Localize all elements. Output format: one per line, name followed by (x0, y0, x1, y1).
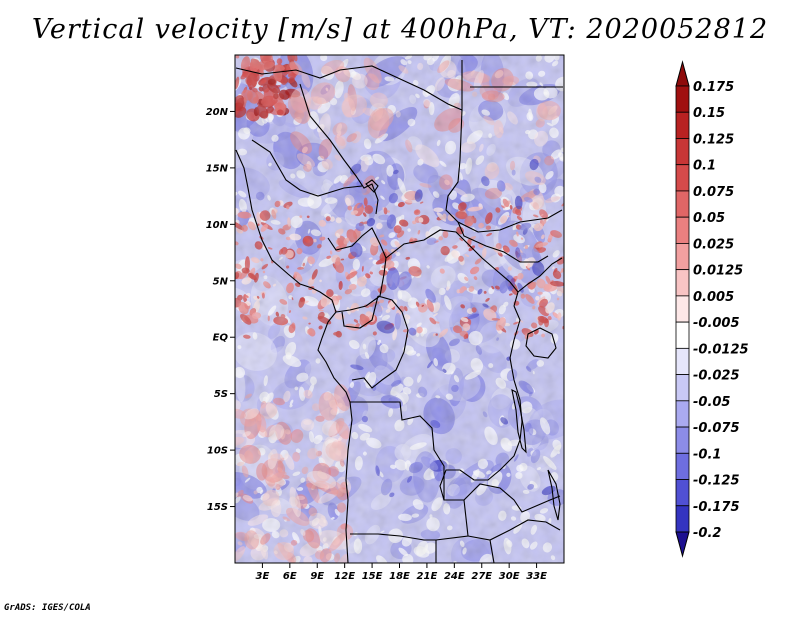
colorbar-label: 0.1 (693, 159, 716, 174)
colorbar: 0.175 0.15 0.125 0.1 0.075 0.05 0.025 0.0125 0.0… (675, 60, 749, 558)
border-niger-nigeria (299, 83, 379, 215)
colorbar-label: 0.025 (693, 237, 734, 252)
field-plot-area (235, 55, 564, 563)
border-sudan-south (457, 221, 549, 263)
colorbar-segment (675, 216, 690, 244)
country-borders (235, 60, 563, 563)
colorbar-label: -0.125 (693, 474, 740, 489)
longitude-axis: 3E 6E 9E 12E 15E 18E 21E 24E 27E 30E 33E (256, 563, 547, 582)
colorbar-segment (675, 479, 690, 507)
lat-tick-label: 20N (206, 107, 229, 118)
coastline-west-africa (235, 149, 353, 563)
colorbar-label: -0.1 (693, 447, 721, 462)
colorbar-segment (675, 400, 690, 428)
lon-tick-label: 6E (283, 571, 297, 582)
lon-tick-label: 30E (499, 571, 520, 582)
colorbar-label: 0.075 (693, 185, 734, 200)
border-mali-niger (251, 139, 363, 197)
colorbar-segment (675, 452, 690, 480)
border-nigeria-cameroon (327, 227, 387, 313)
lon-tick-label: 12E (334, 571, 355, 582)
colorbar-label: 0.175 (693, 80, 734, 95)
border-gabon (341, 295, 379, 329)
lake-tanganyika (511, 389, 527, 454)
colorbar-bottom-cap (675, 531, 690, 558)
colorbar-segment (675, 347, 690, 375)
lon-tick-label: 21E (417, 571, 438, 582)
colorbar-segment (675, 374, 690, 402)
colorbar-segment (675, 269, 690, 297)
colorbar-label: 0.125 (693, 132, 734, 147)
map-title: Vertical velocity [m/s] at 400hPa, VT: 2… (31, 14, 769, 45)
colorbar-label: 0.15 (693, 106, 725, 121)
lon-tick-label: 9E (310, 571, 324, 582)
colorbar-label: 0.05 (693, 211, 725, 226)
border-congo-drc (351, 295, 409, 389)
colorbar-segment (675, 138, 690, 166)
latitude-axis: 20N 15N 10N 5N EQ 5S 10S 15S (206, 107, 235, 513)
colorbar-segment (675, 243, 690, 271)
lat-tick-label: EQ (213, 333, 229, 344)
colorbar-label: -0.2 (693, 526, 721, 541)
colorbar-label: 0.005 (693, 290, 734, 305)
border-angola (350, 401, 469, 541)
colorbar-segment (675, 164, 690, 192)
colorbar-label: -0.025 (693, 369, 740, 384)
colorbar-label: 0.0125 (693, 264, 743, 279)
colorbar-segment (675, 505, 690, 533)
colorbar-label: -0.0125 (693, 342, 749, 357)
border-car (385, 229, 519, 307)
lake-malawi (547, 469, 561, 521)
lon-tick-label: 33E (526, 571, 547, 582)
colorbar-segment (675, 85, 690, 113)
border-drc-east (439, 305, 523, 501)
colorbar-segment (675, 111, 690, 139)
lon-tick-label: 24E (444, 571, 465, 582)
border-east-africa (517, 257, 563, 293)
colorbar-segment (675, 321, 690, 349)
lon-tick-label: 27E (471, 571, 492, 582)
colorbar-segment (675, 295, 690, 323)
lon-tick-label: 15E (362, 571, 383, 582)
colorbar-top-cap (675, 60, 690, 87)
border-zambia (463, 483, 561, 513)
grads-credit: GrADS: IGES/COLA (4, 603, 91, 613)
border-sahara-north (235, 60, 463, 111)
lon-tick-label: 3E (256, 571, 270, 582)
lat-tick-label: 5N (213, 276, 229, 287)
colorbar-label: -0.175 (693, 500, 740, 515)
colorbar-label: -0.075 (693, 421, 740, 436)
lat-tick-label: 15S (207, 502, 228, 513)
colorbar-label: -0.005 (693, 316, 740, 331)
colorbar-segment (675, 190, 690, 218)
colorbar-segment (675, 426, 690, 454)
colorbar-label: -0.05 (693, 395, 730, 410)
lake-victoria (525, 327, 557, 359)
lat-tick-label: 15N (206, 163, 229, 174)
lat-tick-label: 10S (207, 446, 228, 457)
border-namibia-botswana (435, 539, 495, 563)
border-zambia-zimbabwe (467, 519, 561, 541)
lake-chad (365, 179, 379, 193)
lat-tick-label: 10N (206, 220, 229, 231)
lon-tick-label: 18E (389, 571, 410, 582)
lat-tick-label: 5S (214, 389, 228, 400)
